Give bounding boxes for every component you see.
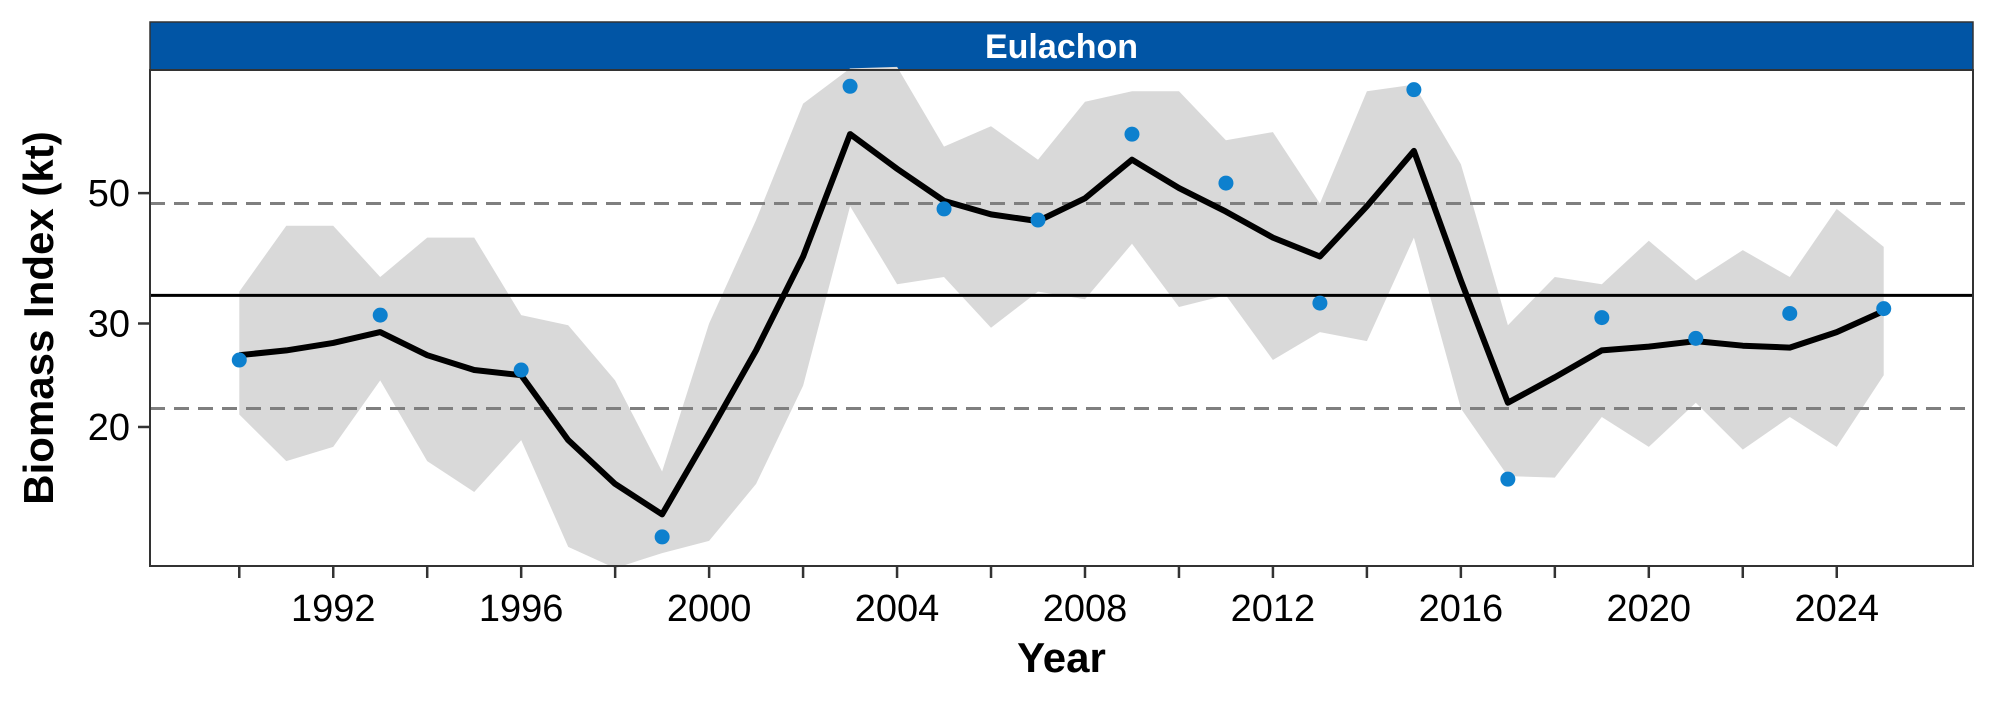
observed-point [1124,126,1140,142]
y-tick-label: 50 [88,173,130,215]
x-tick-label: 1992 [291,588,376,630]
x-tick-label: 2012 [1231,588,1316,630]
observed-point [231,352,247,368]
fitted-index-line [238,131,1885,518]
y-axis: 20 30 50 [88,173,150,449]
confidence-ribbon [239,66,1884,569]
y-axis-title: Biomass Index (kt) [15,131,62,504]
observed-point [513,362,529,378]
x-tick-label: 2024 [1794,588,1879,630]
observed-point [1030,212,1046,228]
observed-point [842,78,858,94]
x-axis: 1992 1996 2000 2004 2008 2012 2016 2020 2024 [238,566,1879,630]
x-tick-label: 2008 [1043,588,1128,630]
observed-point [1406,82,1422,98]
observed-point [1500,471,1516,487]
observed-point [1594,310,1610,326]
observed-point [372,307,388,323]
x-tick-label: 2016 [1419,588,1504,630]
panel-border [149,69,1974,567]
observed-point [1688,330,1704,346]
x-tick-label: 2000 [667,588,752,630]
y-tick-label: 30 [88,303,130,345]
panel-title: Eulachon [985,28,1138,66]
observed-point [1782,305,1798,321]
observed-point [1218,175,1234,191]
observed-point [1876,301,1892,317]
x-tick-label: 2004 [855,588,940,630]
observed-points [231,78,1892,545]
y-tick-label: 20 [88,407,130,449]
x-axis-title: Year [1017,634,1106,681]
panel-strip [149,21,1974,71]
x-tick-label: 2020 [1607,588,1692,630]
observed-point [654,529,670,545]
observed-point [1312,295,1328,311]
observed-point [936,201,952,217]
x-tick-label: 1996 [479,588,564,630]
